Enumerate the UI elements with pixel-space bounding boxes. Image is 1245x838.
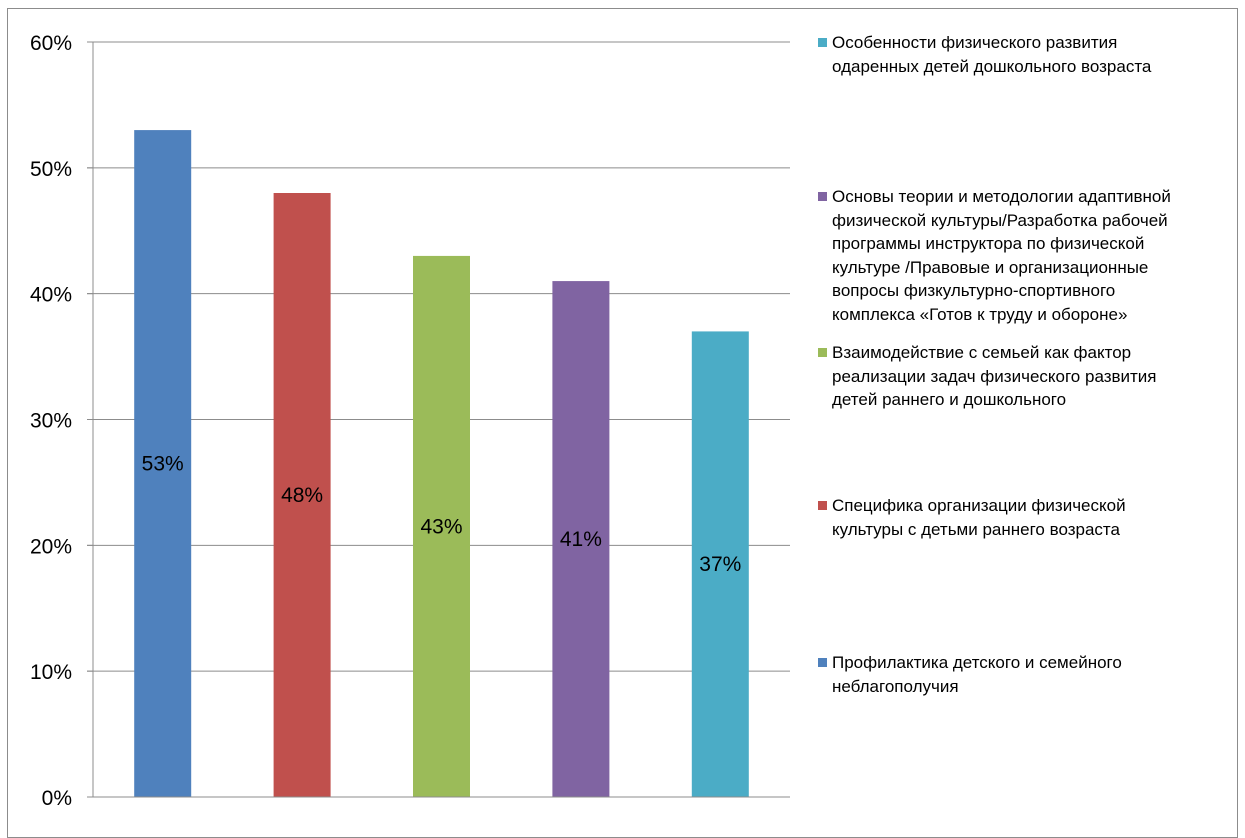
bar-value-label: 41%	[560, 528, 602, 551]
legend-swatch	[818, 658, 827, 667]
legend-item: Специфика организации физической культур…	[818, 494, 1126, 541]
legend-label: Взаимодействие с семьей как фактор реали…	[832, 343, 1157, 409]
bars	[134, 130, 749, 798]
legend-label: Специфика организации физической культур…	[832, 496, 1126, 539]
legend-swatch	[818, 501, 827, 510]
bar-chart: 0% 10% 20% 30% 40% 50% 60% 53% 48% 43% 41% 37%	[30, 32, 790, 810]
bar	[413, 255, 470, 797]
bar-value-label: 37%	[699, 553, 741, 576]
chart-frame	[7, 8, 1238, 838]
bar	[134, 130, 192, 798]
y-tick-label: 0%	[42, 787, 72, 810]
legend-item: Основы теории и методологии адаптивной ф…	[818, 185, 1171, 326]
bar-value-label: 43%	[420, 515, 462, 538]
legend-swatch	[818, 192, 827, 201]
legend-label: Основы теории и методологии адаптивной ф…	[832, 187, 1171, 324]
legend-item: Особенности физического развития одаренн…	[818, 31, 1151, 78]
bar	[273, 193, 331, 797]
legend-swatch	[818, 348, 827, 357]
y-tick-label: 50%	[30, 158, 72, 181]
y-tick-label: 40%	[30, 284, 72, 307]
y-axis-ticks: 0% 10% 20% 30% 40% 50% 60%	[30, 32, 93, 810]
bar-value-label: 48%	[281, 484, 323, 507]
gridlines	[87, 41, 790, 672]
bar-value-label: 53%	[142, 453, 184, 476]
data-labels: 53% 48% 43% 41% 37%	[142, 453, 742, 577]
y-tick-label: 60%	[30, 32, 72, 55]
y-tick-label: 10%	[30, 661, 72, 684]
legend-label: Профилактика детского и семейного неблаг…	[832, 653, 1122, 696]
legend-label: Особенности физического развития одаренн…	[832, 33, 1152, 76]
legend-item: Профилактика детского и семейного неблаг…	[818, 651, 1122, 698]
y-tick-label: 30%	[30, 410, 72, 433]
bar	[552, 281, 610, 797]
legend-item: Взаимодействие с семьей как фактор реали…	[818, 341, 1157, 412]
bar	[691, 331, 749, 797]
legend-swatch	[818, 38, 827, 47]
y-tick-label: 20%	[30, 535, 72, 558]
